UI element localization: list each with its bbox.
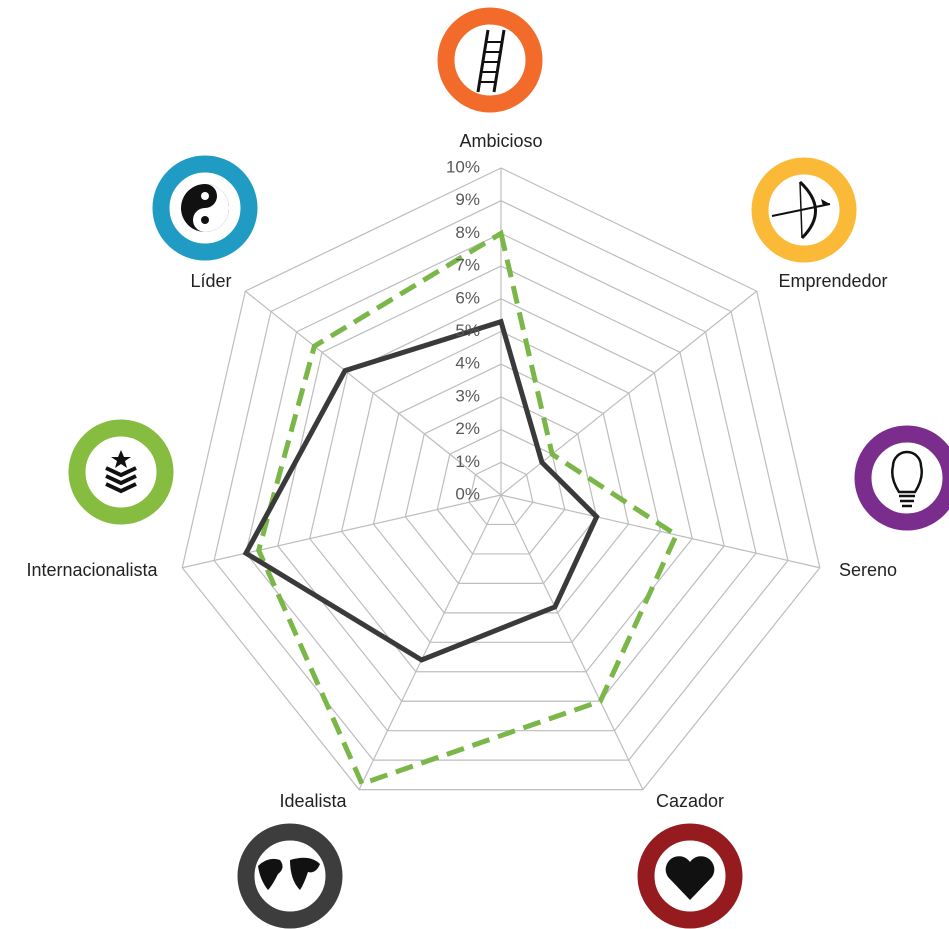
category-label: Cazador <box>656 791 724 811</box>
grid-ring <box>436 428 566 555</box>
y-tick-label: 3% <box>455 386 480 405</box>
grid-ring <box>213 200 789 761</box>
grid-ring <box>309 298 693 673</box>
series-line <box>242 318 600 663</box>
grid-ring <box>372 363 630 614</box>
grid-ring <box>340 330 662 643</box>
y-tick-label: 6% <box>455 288 480 307</box>
grid-ring <box>181 167 821 791</box>
y-tick-label: 7% <box>455 256 480 275</box>
y-tick-label: 8% <box>455 223 480 242</box>
spoke <box>500 494 644 790</box>
y-tick-label: 4% <box>455 354 480 373</box>
category-label: Líder <box>190 271 231 291</box>
icon-internacionalista <box>68 419 174 525</box>
y-tick-label: 2% <box>455 419 480 438</box>
icon-cazador <box>637 823 743 929</box>
y-tick-label: 0% <box>455 484 480 503</box>
grid-ring <box>468 461 534 526</box>
icon-lider <box>152 155 258 261</box>
y-tick-label: 10% <box>446 157 480 176</box>
category-label: Sereno <box>839 560 897 580</box>
icon-sereno <box>854 425 949 531</box>
spoke <box>182 494 502 569</box>
icon-ambicioso <box>437 7 543 113</box>
y-tick-label: 5% <box>455 321 480 340</box>
spoke <box>500 494 820 569</box>
grid-ring <box>404 396 598 584</box>
series-line <box>256 229 680 787</box>
icon-emprendedor <box>751 157 857 263</box>
grid-ring <box>277 265 725 702</box>
category-label: Idealista <box>279 791 347 811</box>
category-label: Internacionalista <box>26 560 158 580</box>
grid-ring <box>245 232 757 732</box>
category-label: Emprendedor <box>778 271 887 291</box>
y-tick-label: 1% <box>455 452 480 471</box>
y-tick-label: 9% <box>455 190 480 209</box>
spoke <box>358 494 502 790</box>
category-label: Ambicioso <box>459 131 542 151</box>
icon-idealista <box>237 823 343 929</box>
icons <box>68 7 949 929</box>
spoke <box>244 290 502 496</box>
